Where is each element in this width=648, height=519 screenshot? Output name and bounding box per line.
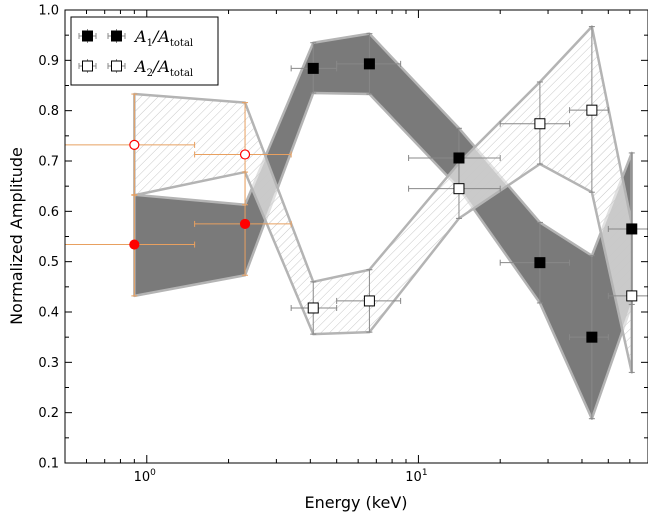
point-1-1	[307, 62, 319, 74]
point-1-3	[453, 152, 465, 164]
y-tick-label-10: 1.0	[38, 4, 59, 19]
point-2-3	[453, 183, 465, 195]
y-tick-label-1: 0.1	[38, 457, 59, 472]
point-3-1	[129, 239, 140, 250]
y-tick-label-6: 0.6	[38, 205, 59, 220]
point-2-4	[534, 118, 546, 130]
y-tick-label-9: 0.9	[38, 54, 59, 69]
y-tick-label-5: 0.5	[38, 255, 59, 270]
x-tick-label-1: 100	[134, 468, 157, 485]
legend-box	[70, 16, 219, 86]
band-hatch-2	[134, 26, 632, 373]
point-1-4	[534, 257, 546, 269]
x-axis-title: Energy (keV)	[304, 493, 407, 512]
legend-marker-2-1	[82, 60, 93, 72]
y-tick-label-2: 0.2	[38, 406, 59, 421]
point-1-6	[626, 223, 638, 235]
band-fill-1	[134, 33, 632, 419]
legend-marker-2-2	[111, 60, 122, 72]
legend: A1/Atotal A2/Atotal	[70, 16, 219, 86]
y-tick-label-4: 0.4	[38, 306, 59, 321]
legend-label-a1: A1/Atotal	[133, 27, 193, 49]
marker-layer	[129, 58, 638, 343]
point-1-5	[586, 331, 598, 343]
point-2-2	[363, 295, 375, 307]
point-4-2	[239, 149, 251, 160]
y-tick-label-7: 0.7	[38, 155, 59, 170]
y-axis-title: Normalized Amplitude	[7, 147, 26, 325]
point-1-2	[363, 58, 375, 70]
point-3-2	[239, 218, 251, 230]
legend-marker-1-1	[82, 30, 93, 42]
point-4-1	[129, 139, 140, 150]
point-2-1	[307, 302, 319, 314]
y-tick-label-3: 0.3	[38, 356, 59, 371]
point-2-5	[586, 104, 598, 116]
point-2-6	[626, 290, 638, 302]
x-tick-label-2: 101	[405, 468, 427, 485]
legend-marker-1-2	[111, 30, 122, 42]
y-tick-label-8: 0.8	[38, 104, 59, 119]
band-layer	[133, 25, 634, 420]
axes-layer: 0.1 0.2 0.3 0.4 0.5 0.6 0.7 0.8 0.9 1.0 100 101	[38, 4, 648, 485]
legend-label-a2: A2/Atotal	[133, 57, 193, 79]
